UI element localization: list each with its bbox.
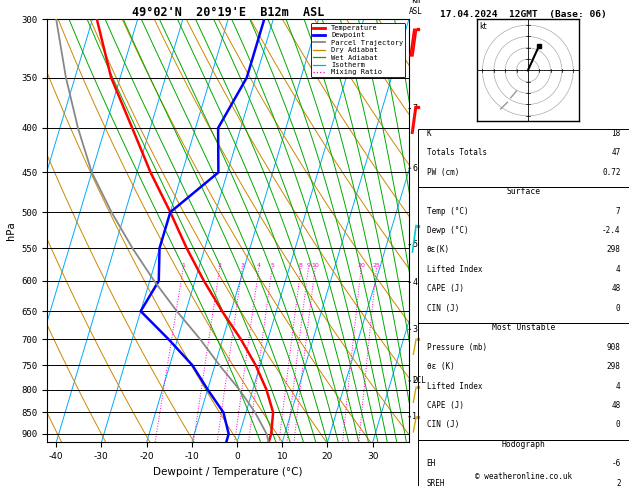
- Text: 6: 6: [413, 164, 418, 173]
- Text: 4: 4: [257, 263, 261, 268]
- Text: Lifted Index: Lifted Index: [426, 265, 482, 274]
- Text: θε (K): θε (K): [426, 362, 455, 371]
- Text: EH: EH: [426, 459, 436, 469]
- Text: SREH: SREH: [426, 479, 445, 486]
- Text: 2: 2: [218, 263, 221, 268]
- Text: 25: 25: [372, 263, 381, 268]
- Text: 4: 4: [616, 265, 621, 274]
- Text: Temp (°C): Temp (°C): [426, 207, 469, 216]
- Text: 1: 1: [413, 412, 418, 421]
- Text: PW (cm): PW (cm): [426, 168, 459, 177]
- Text: 4: 4: [616, 382, 621, 391]
- Text: Most Unstable: Most Unstable: [492, 323, 555, 332]
- Text: Pressure (mb): Pressure (mb): [426, 343, 487, 352]
- Text: 20: 20: [357, 263, 365, 268]
- Text: -2.4: -2.4: [602, 226, 621, 235]
- Text: 18: 18: [611, 129, 621, 138]
- Text: 7: 7: [616, 207, 621, 216]
- Text: 48: 48: [611, 284, 621, 294]
- Bar: [418, 187, 629, 323]
- Text: 4: 4: [413, 278, 418, 287]
- Text: Lifted Index: Lifted Index: [426, 382, 482, 391]
- Text: 48: 48: [611, 401, 621, 410]
- Text: 2: 2: [413, 377, 418, 385]
- Text: 8: 8: [299, 263, 303, 268]
- Text: 1: 1: [181, 263, 185, 268]
- Title: 49°02'N  20°19'E  B12m  ASL: 49°02'N 20°19'E B12m ASL: [132, 6, 324, 19]
- Text: LCL: LCL: [413, 377, 426, 385]
- Text: km
ASL: km ASL: [409, 0, 423, 16]
- Text: CAPE (J): CAPE (J): [426, 284, 464, 294]
- Text: 3: 3: [240, 263, 244, 268]
- Bar: [418, 440, 629, 486]
- Text: 17.04.2024  12GMT  (Base: 06): 17.04.2024 12GMT (Base: 06): [440, 10, 607, 19]
- Text: CIN (J): CIN (J): [426, 304, 459, 313]
- Text: 0: 0: [616, 420, 621, 430]
- Text: 3: 3: [413, 325, 418, 334]
- Text: 298: 298: [607, 245, 621, 255]
- Text: kt: kt: [479, 22, 487, 31]
- Bar: [418, 323, 629, 440]
- Text: 47: 47: [611, 148, 621, 157]
- Text: 298: 298: [607, 362, 621, 371]
- Text: 2: 2: [616, 479, 621, 486]
- Text: 5: 5: [413, 240, 418, 249]
- Text: Dewp (°C): Dewp (°C): [426, 226, 469, 235]
- X-axis label: Dewpoint / Temperature (°C): Dewpoint / Temperature (°C): [153, 467, 303, 477]
- Text: Totals Totals: Totals Totals: [426, 148, 487, 157]
- Text: 908: 908: [607, 343, 621, 352]
- Text: K: K: [426, 129, 431, 138]
- Text: Hodograph: Hodograph: [502, 440, 545, 449]
- Text: 0.72: 0.72: [602, 168, 621, 177]
- Legend: Temperature, Dewpoint, Parcel Trajectory, Dry Adiabat, Wet Adiabat, Isotherm, Mi: Temperature, Dewpoint, Parcel Trajectory…: [311, 23, 405, 77]
- Y-axis label: hPa: hPa: [6, 222, 16, 240]
- Text: 9: 9: [306, 263, 310, 268]
- Text: CAPE (J): CAPE (J): [426, 401, 464, 410]
- Text: 7: 7: [413, 104, 418, 113]
- Text: Surface: Surface: [506, 187, 541, 196]
- Text: 10: 10: [311, 263, 319, 268]
- Text: CIN (J): CIN (J): [426, 420, 459, 430]
- Text: -6: -6: [611, 459, 621, 469]
- Text: 5: 5: [270, 263, 274, 268]
- Text: θε(K): θε(K): [426, 245, 450, 255]
- Text: © weatheronline.co.uk: © weatheronline.co.uk: [475, 472, 572, 481]
- Text: 0: 0: [616, 304, 621, 313]
- Bar: [418, 129, 629, 187]
